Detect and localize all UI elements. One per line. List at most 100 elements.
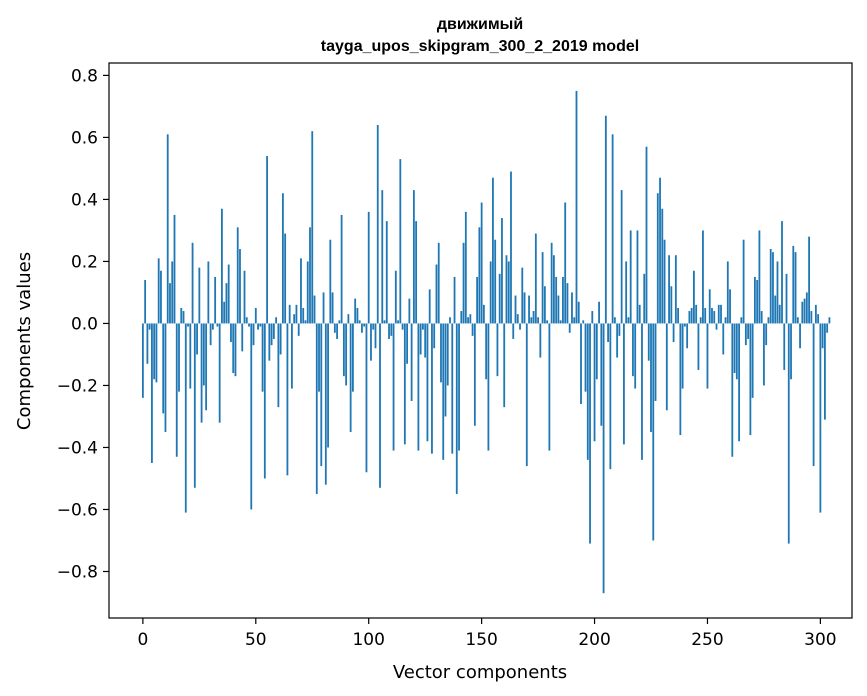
bar (568, 323, 571, 333)
bar (279, 323, 282, 355)
bar (571, 292, 573, 324)
bar (241, 323, 244, 352)
y-tick-label: 0.0 (71, 314, 98, 334)
bar (352, 323, 354, 392)
bar (482, 304, 485, 324)
bar (713, 311, 716, 324)
bar (207, 261, 210, 324)
bar (683, 323, 686, 327)
y-axis-ticks: −0.8 −0.6 −0.4 −0.2 0.0 0.2 0.4 0.6 0.8 (57, 66, 109, 582)
y-tick-label: 0.4 (71, 190, 98, 210)
bar (618, 323, 621, 336)
bar (141, 323, 144, 398)
bar (634, 323, 637, 389)
bar (340, 214, 343, 324)
bar (740, 317, 743, 324)
bar (146, 323, 149, 364)
bar (426, 323, 429, 442)
bar (257, 323, 259, 330)
bar (812, 323, 815, 467)
bar (300, 258, 302, 324)
bar (227, 264, 230, 324)
bar (390, 323, 393, 336)
bar (699, 317, 702, 324)
bar (523, 292, 526, 324)
bar (399, 159, 402, 324)
bar (627, 317, 630, 324)
bar (729, 289, 731, 324)
bar (656, 193, 659, 324)
bar (415, 221, 418, 324)
bar (749, 323, 752, 436)
bar (733, 323, 736, 374)
bar (674, 255, 677, 324)
bar (724, 317, 727, 324)
bar (808, 236, 810, 324)
bar (751, 323, 754, 398)
y-tick-label: 0.2 (71, 252, 98, 272)
bar (361, 323, 363, 333)
bar (419, 323, 422, 355)
bar (519, 323, 521, 330)
bar (636, 230, 639, 324)
bar (349, 323, 352, 432)
bar (383, 320, 386, 324)
bar (270, 323, 273, 346)
bar (595, 323, 598, 380)
bar (403, 323, 406, 445)
bar (379, 323, 381, 488)
bar (575, 90, 578, 324)
bar (715, 323, 718, 330)
bar (209, 323, 212, 346)
bar (487, 323, 490, 451)
plot-frame (108, 62, 853, 619)
bar (600, 323, 603, 426)
bar (720, 304, 722, 324)
bar (817, 314, 820, 324)
bar (697, 323, 700, 370)
bar (408, 298, 411, 324)
bar (681, 323, 684, 389)
bar (293, 314, 296, 324)
bar (250, 323, 253, 510)
bar (525, 323, 528, 467)
x-tick-label: 100 (352, 630, 384, 650)
y-tick-label: −0.8 (57, 562, 98, 582)
bar (193, 323, 196, 488)
bar (480, 202, 483, 324)
bar (169, 283, 171, 324)
bar (476, 276, 479, 324)
bar (178, 323, 180, 392)
bar (187, 323, 189, 327)
bar (354, 298, 357, 324)
bar (686, 323, 689, 349)
bar (230, 323, 232, 343)
bar (453, 276, 456, 324)
bar (311, 131, 314, 324)
bar (469, 314, 472, 324)
bar (652, 323, 655, 541)
bar (442, 323, 445, 460)
bar (248, 323, 250, 327)
bar (160, 270, 162, 324)
bar (564, 202, 567, 324)
bar (184, 323, 187, 513)
bar (489, 261, 492, 324)
bar (144, 280, 147, 324)
bar (756, 280, 759, 324)
x-axis-label: Vector components (393, 662, 567, 683)
bar (376, 125, 379, 324)
bar (661, 208, 664, 324)
bar (263, 323, 266, 479)
bar (552, 255, 555, 324)
bar (787, 323, 790, 544)
bar (706, 323, 709, 389)
bar (539, 323, 542, 358)
bar (449, 317, 451, 324)
bar (467, 317, 469, 324)
bar (196, 323, 198, 355)
bar (162, 323, 165, 414)
bar (589, 323, 591, 544)
bar (521, 267, 524, 324)
